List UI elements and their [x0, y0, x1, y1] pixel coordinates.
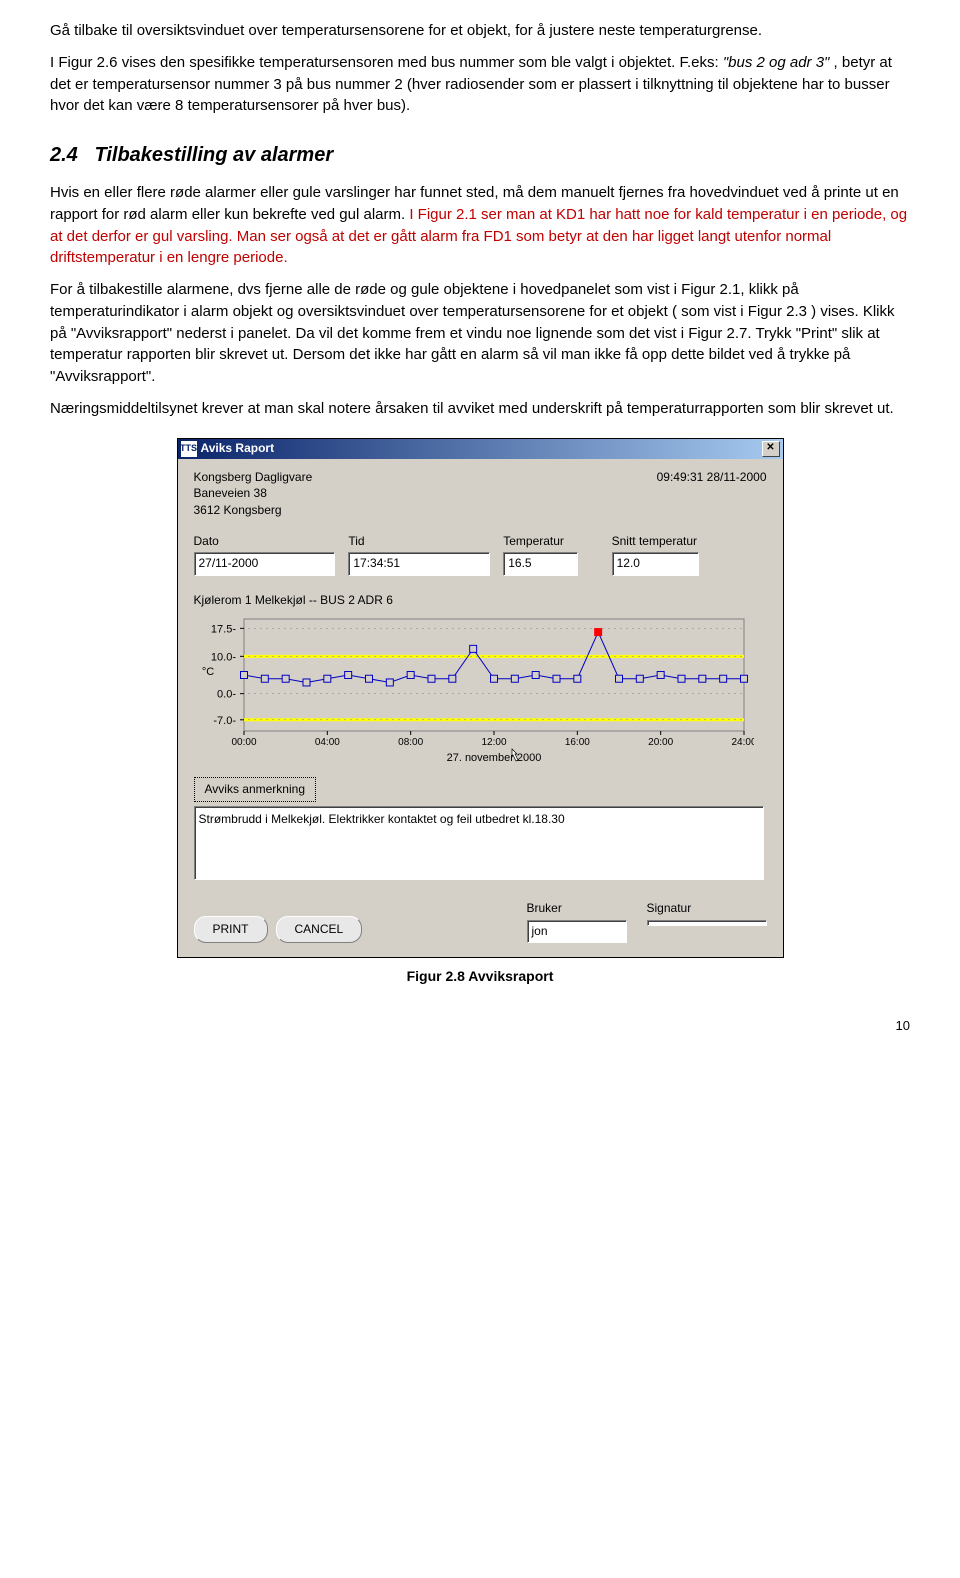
- cancel-button[interactable]: CANCEL: [276, 916, 363, 943]
- avg-temperature-field[interactable]: 12.0: [612, 552, 699, 575]
- svg-text:°C: °C: [201, 666, 213, 678]
- section-heading: 2.4 Tilbakestilling av alarmer: [50, 141, 910, 170]
- address-line: Kongsberg Dagligvare: [194, 469, 567, 486]
- paragraph: Næringsmiddeltilsynet krever at man skal…: [50, 398, 910, 420]
- window-title: Aviks Raport: [201, 440, 762, 457]
- paragraph: Hvis en eller flere røde alarmer eller g…: [50, 182, 910, 269]
- svg-text:04:00: 04:00: [314, 737, 339, 748]
- titlebar: TTS Aviks Raport ✕: [178, 439, 783, 459]
- svg-text:24:00: 24:00: [731, 737, 754, 748]
- close-icon[interactable]: ✕: [762, 441, 780, 457]
- temperature-label: Temperatur: [503, 533, 611, 550]
- page-number: 10: [50, 1017, 910, 1036]
- svg-text:20:00: 20:00: [648, 737, 673, 748]
- chart-title: Kjølerom 1 Melkekjøl -- BUS 2 ADR 6: [194, 592, 767, 609]
- remark-button[interactable]: Avviks anmerkning: [194, 777, 317, 802]
- remark-textarea[interactable]: Strømbrudd i Melkekjøl. Elektrikker kont…: [194, 806, 764, 880]
- temperature-field[interactable]: 16.5: [503, 552, 578, 575]
- print-button[interactable]: PRINT: [194, 916, 268, 943]
- signature-label: Signatur: [647, 900, 767, 917]
- user-label: Bruker: [527, 900, 627, 917]
- address-line: 3612 Kongsberg: [194, 502, 567, 519]
- timestamp: 09:49:31 28/11-2000: [567, 469, 767, 519]
- paragraph: For å tilbakestille alarmene, dvs fjerne…: [50, 279, 910, 388]
- avg-temperature-label: Snitt temperatur: [612, 533, 767, 550]
- user-field[interactable]: jon: [527, 920, 627, 943]
- address-line: Baneveien 38: [194, 485, 567, 502]
- svg-text:00:00: 00:00: [231, 737, 256, 748]
- time-label: Tid: [348, 533, 503, 550]
- paragraph: I Figur 2.6 vises den spesifikke tempera…: [50, 52, 910, 117]
- svg-text:16:00: 16:00: [564, 737, 589, 748]
- svg-text:12:00: 12:00: [481, 737, 506, 748]
- svg-text:17.5-: 17.5-: [210, 623, 235, 635]
- section-number: 2.4: [50, 144, 78, 166]
- text: I Figur 2.6 vises den spesifikke tempera…: [50, 54, 723, 71]
- temperature-chart: -7.0- 0.0- 10.0- 17.5- °C 00:00 04:00 08:00 12:0…: [194, 613, 754, 763]
- svg-text:08:00: 08:00: [398, 737, 423, 748]
- time-field[interactable]: 17:34:51: [348, 552, 490, 575]
- deviation-report-dialog: TTS Aviks Raport ✕ Kongsberg Dagligvare …: [177, 438, 784, 959]
- figure-caption: Figur 2.8 Avviksraport: [50, 966, 910, 986]
- svg-text:-7.0-: -7.0-: [213, 715, 236, 727]
- text-italic: "bus 2 og adr 3": [723, 54, 830, 71]
- signature-field[interactable]: [647, 920, 767, 926]
- svg-text:10.0-: 10.0-: [210, 651, 235, 663]
- date-field[interactable]: 27/11-2000: [194, 552, 336, 575]
- paragraph: Gå tilbake til oversiktsvinduet over tem…: [50, 20, 910, 42]
- app-icon: TTS: [181, 441, 197, 457]
- svg-text:27. november 2000: 27. november 2000: [446, 752, 541, 763]
- section-title: Tilbakestilling av alarmer: [94, 144, 333, 166]
- svg-text:0.0-: 0.0-: [217, 689, 236, 701]
- address-block: Kongsberg Dagligvare Baneveien 38 3612 K…: [194, 469, 567, 519]
- date-label: Dato: [194, 533, 349, 550]
